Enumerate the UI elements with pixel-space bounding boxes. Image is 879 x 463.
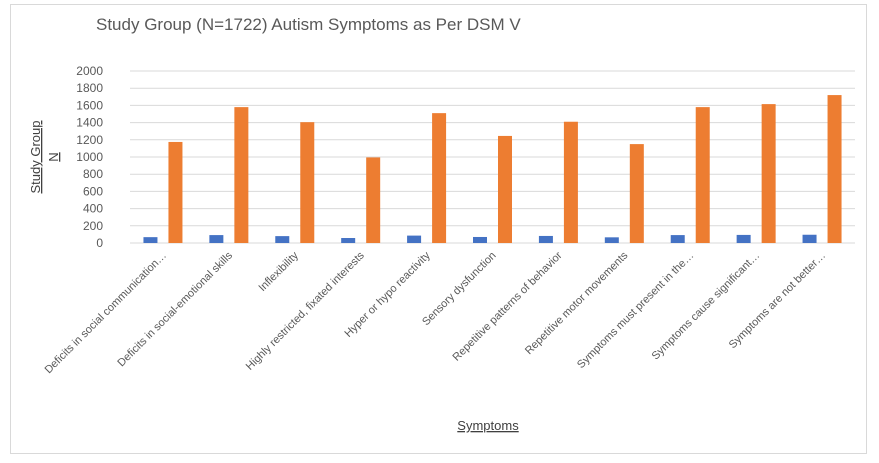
bar-blue [802, 234, 817, 243]
chart-frame [10, 4, 867, 454]
y-tick-label: 0 [96, 236, 103, 250]
bar-orange [761, 104, 776, 243]
y-tick-label: 600 [83, 184, 103, 198]
bar-orange [234, 107, 249, 244]
bar-blue [275, 236, 290, 243]
y-tick-label: 1800 [76, 81, 103, 95]
x-tick-labels: Deficits in social communication…Deficit… [43, 249, 829, 376]
bar-orange [629, 144, 644, 243]
x-axis-label: Symptoms [457, 418, 519, 433]
x-tick-label: Deficits in social-emotional skills [115, 249, 235, 369]
bar-orange [300, 122, 315, 243]
bar-orange [366, 157, 381, 243]
x-tick-label: Deficits in social communication… [43, 250, 169, 376]
y-tick-label: 400 [83, 202, 103, 216]
x-tick-label: Repetitive patterns of behavior [451, 249, 565, 363]
bar-orange [432, 113, 447, 243]
bar-blue [407, 235, 422, 243]
bar-orange [827, 95, 842, 243]
y-tick-label: 800 [83, 167, 103, 181]
x-tick-label: Symptoms must present in the… [575, 250, 696, 371]
x-tick-label: Symptoms cause significant… [650, 250, 763, 363]
y-axis-label-line1: Study Group [28, 121, 43, 194]
bar-blue [341, 238, 356, 243]
y-tick-labels: 0 200 400 600 800 1000 1200 1400 1600 1800 2000 [76, 64, 103, 250]
bar-blue [538, 235, 553, 243]
y-tick-label: 1400 [76, 116, 103, 130]
bar-blue [736, 234, 751, 243]
bars [143, 95, 842, 244]
x-tick-label: Highly restricted, fixated interests [244, 249, 367, 372]
bar-orange [168, 141, 183, 243]
x-tick-label: Inflexibility [257, 249, 302, 294]
grid-lines [130, 70, 855, 244]
bar-orange [563, 121, 578, 243]
y-tick-label: 1000 [76, 150, 103, 164]
bar-blue [209, 235, 224, 243]
y-tick-label: 1600 [76, 98, 103, 112]
bar-blue [143, 237, 158, 243]
bar-blue [670, 235, 685, 243]
y-tick-label: 1200 [76, 133, 103, 147]
bar-orange [695, 107, 710, 244]
bar-orange [498, 135, 512, 243]
bar-blue [604, 237, 619, 243]
y-axis-label-line2: N [46, 152, 61, 161]
y-tick-label: 200 [83, 219, 103, 233]
x-tick-label: Sensory dysfunction [420, 250, 499, 329]
y-tick-label: 2000 [76, 64, 103, 78]
bar-blue [473, 236, 487, 243]
chart-title: Study Group (N=1722) Autism Symptoms as … [96, 15, 521, 34]
